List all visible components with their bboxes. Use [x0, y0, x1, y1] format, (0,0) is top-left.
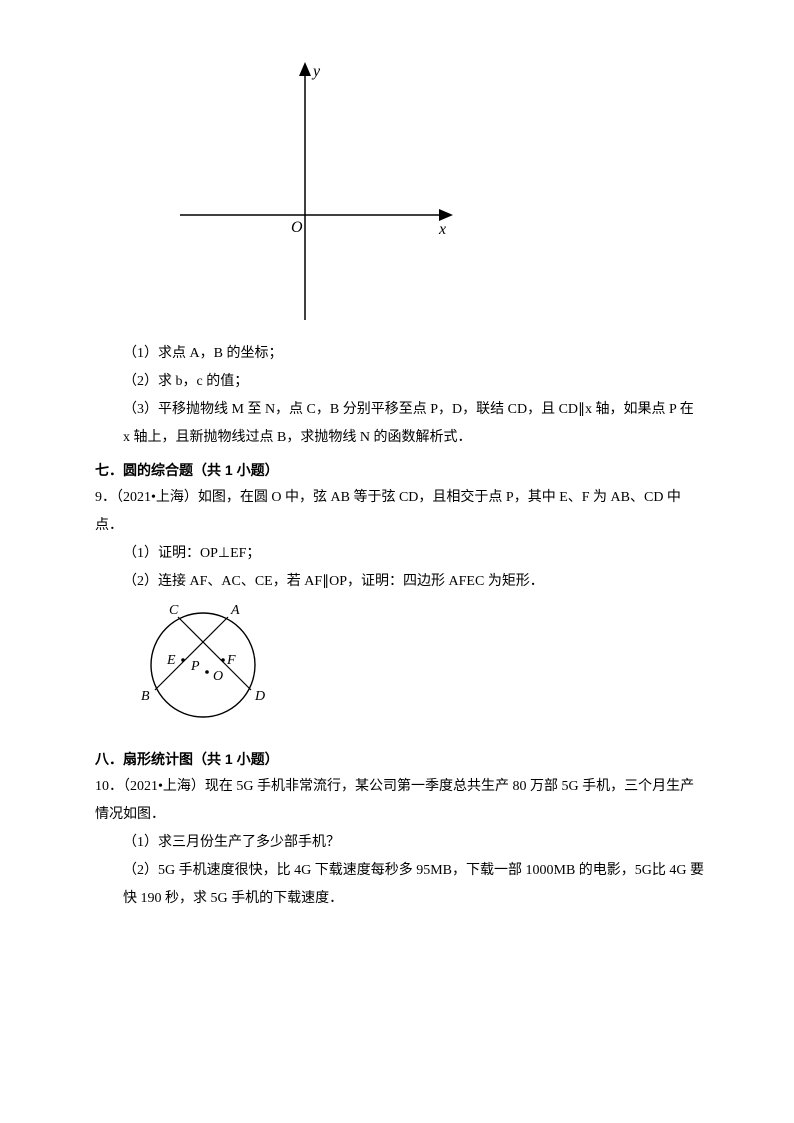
q10-sub1: （1）求三月份生产了多少部手机？: [95, 829, 704, 857]
axis-label-x: x: [438, 221, 446, 238]
section-8-title: 八．扇形统计图（共 1 小题）: [95, 745, 704, 773]
circle-chords-figure: C A B D E F P O: [123, 600, 704, 741]
svg-text:D: D: [254, 689, 265, 704]
section-7-title: 七．圆的综合题（共 1 小题）: [95, 456, 704, 484]
svg-text:F: F: [226, 653, 236, 668]
q9-sub2: （2）连接 AF、AC、CE，若 AF∥OP，证明：四边形 AFEC 为矩形．: [95, 568, 704, 596]
svg-text:A: A: [230, 603, 240, 618]
q9-sub1: （1）证明：OP⊥EF；: [95, 540, 704, 568]
svg-text:E: E: [166, 653, 176, 668]
q8-sub2: （2）求 b，c 的值；: [95, 368, 704, 396]
q8-sub1: （1）求点 A，B 的坐标；: [95, 340, 704, 368]
q8-sub3: （3）平移抛物线 M 至 N，点 C，B 分别平移至点 P，D，联结 CD，且 …: [95, 396, 704, 452]
axis-label-o: O: [291, 219, 303, 236]
q10-sub2: （2）5G 手机速度很快，比 4G 下载速度每秒多 95MB，下载一部 1000…: [95, 857, 704, 913]
q9-stem-text: 9．（2021•上海）如图，在圆 O 中，弦 AB 等于弦 CD，且相交于点 P…: [95, 490, 681, 533]
coordinate-axes-figure: y x O: [155, 60, 704, 330]
svg-text:C: C: [169, 603, 179, 618]
axis-label-y: y: [311, 63, 321, 80]
q10-stem: 10．（2021•上海）现在 5G 手机非常流行，某公司第一季度总共生产 80 …: [95, 773, 704, 829]
svg-text:B: B: [141, 689, 150, 704]
svg-text:P: P: [190, 659, 200, 674]
q9-stem: 9．（2021•上海）如图，在圆 O 中，弦 AB 等于弦 CD，且相交于点 P…: [95, 484, 704, 540]
svg-text:O: O: [213, 669, 223, 684]
